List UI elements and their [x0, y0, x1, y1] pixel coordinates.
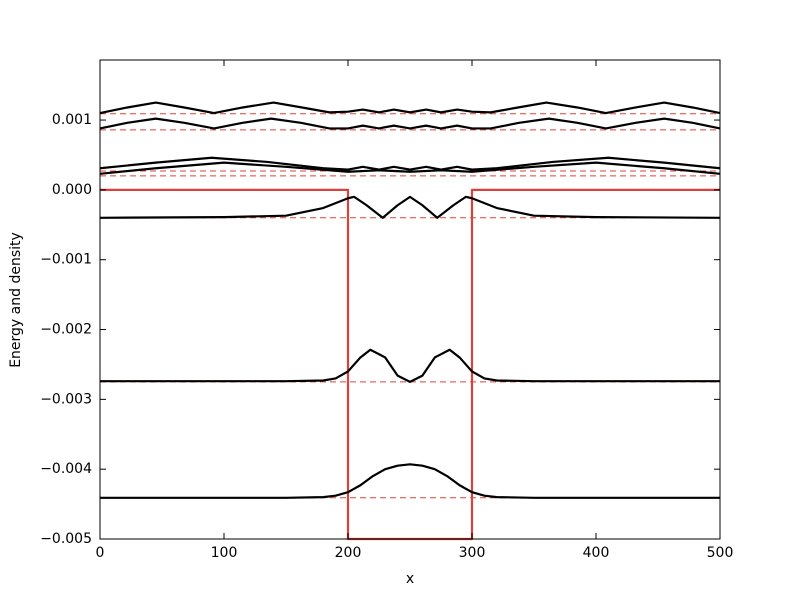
y-tick-label: −0.004: [40, 461, 92, 477]
x-tick-label: 400: [583, 545, 610, 561]
x-tick-label: 100: [211, 545, 238, 561]
data-line: [100, 463, 720, 499]
data-line: [99, 161, 721, 175]
y-tick-label: −0.003: [40, 391, 92, 407]
x-tick-label: 300: [459, 545, 486, 561]
y-tick-label: −0.001: [40, 252, 92, 268]
x-tick-label: 500: [707, 545, 734, 561]
data-line: [99, 195, 721, 219]
y-tick-label: 0.000: [52, 182, 92, 198]
data-line: [99, 117, 721, 130]
y-tick-label: 0.001: [52, 112, 92, 128]
x-tick-label: 0: [96, 545, 105, 561]
x-axis-label: x: [406, 571, 414, 587]
plot-frame: [99, 59, 721, 540]
y-axis-label: Energy and density: [8, 232, 24, 368]
data-line: [99, 101, 721, 115]
y-tick-label: −0.005: [40, 531, 92, 547]
data-line: [100, 348, 720, 383]
data-line: [99, 156, 721, 171]
x-tick-label: 200: [335, 545, 362, 561]
y-tick-label: −0.002: [40, 322, 92, 338]
